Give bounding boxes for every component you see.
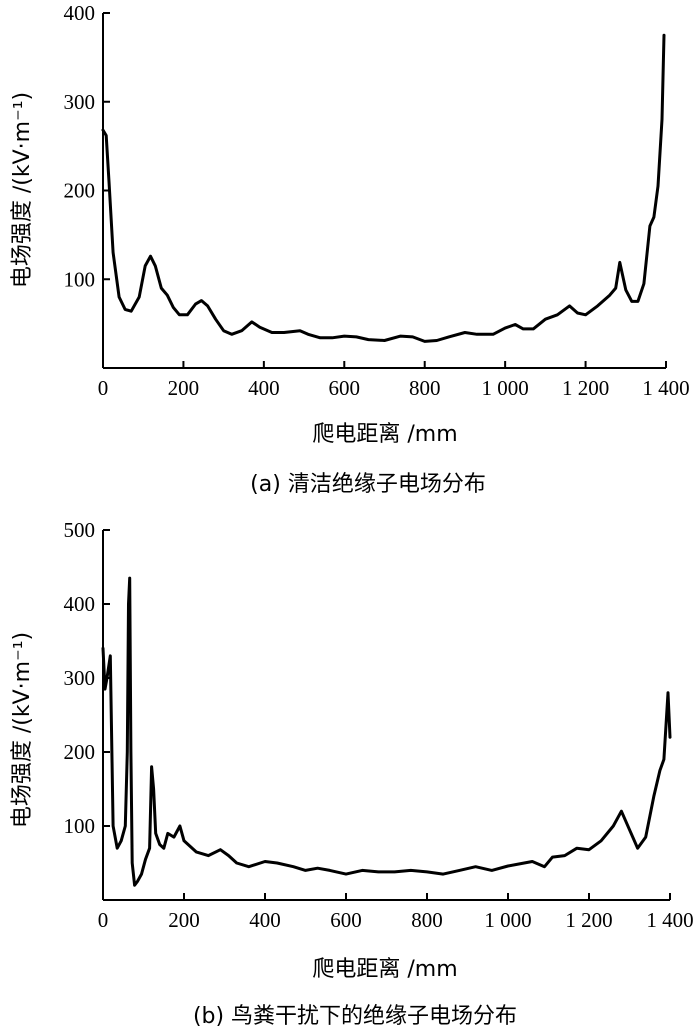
chart-b-y-tick-label: 100 <box>64 814 96 838</box>
chart-b-y-tick-label: 200 <box>64 740 96 764</box>
chart-b-y-tick-label: 400 <box>64 592 96 616</box>
chart-b: 0 200 400 600 800 1 000 1 200 1 400 100 200 300 40… <box>10 518 694 1029</box>
chart-a-series-line <box>101 33 666 343</box>
chart-a-y-tick-label: 400 <box>64 1 96 25</box>
chart-b-x-tick-label: 1 400 <box>646 908 693 932</box>
chart-b-x-label: 爬电距离 /mm <box>312 957 457 982</box>
chart-a-y-tick-label: 300 <box>64 90 96 114</box>
chart-b-x-tick-label: 1 000 <box>484 908 531 932</box>
chart-a-y-label: 电场强度 /(kV·m⁻¹) <box>10 92 35 288</box>
chart-a-x-tick-label: 800 <box>409 376 441 400</box>
chart-b-x-tick-label: 1 200 <box>565 908 612 932</box>
chart-b-caption: (b) 鸟粪干扰下的绝缘子电场分布 <box>193 1004 517 1029</box>
chart-b-x-tick-label: 600 <box>330 908 362 932</box>
chart-a-x-tick-label: 1 000 <box>482 376 529 400</box>
chart-b-x-tick-label: 0 <box>98 908 109 932</box>
chart-a-y-tick-label: 100 <box>64 267 96 291</box>
chart-b-x-tick-label: 400 <box>249 908 281 932</box>
chart-a-x-tick-label: 400 <box>248 376 280 400</box>
chart-a-caption: (a) 清洁绝缘子电场分布 <box>250 472 486 497</box>
chart-b-x-tick-label: 800 <box>411 908 443 932</box>
chart-b-x-tick-label: 200 <box>168 908 200 932</box>
chart-b-y-tick-label: 300 <box>64 666 96 690</box>
chart-a-y-tick-label: 200 <box>64 179 96 203</box>
chart-a-x-label: 爬电距离 /mm <box>312 422 457 447</box>
chart-b-y-label: 电场强度 /(kV·m⁻¹) <box>10 632 35 828</box>
chart-b-y-tick-label: 500 <box>64 518 96 542</box>
chart-a-x-tick-label: 1 400 <box>642 376 689 400</box>
chart-a-x-tick-label: 1 200 <box>562 376 609 400</box>
chart-a: 0 200 400 600 800 1 000 1 200 1 400 100 200 300 40… <box>10 1 690 497</box>
chart-a-x-tick-label: 200 <box>168 376 200 400</box>
chart-a-x-tick-label: 600 <box>329 376 361 400</box>
chart-b-series-line <box>101 576 672 887</box>
chart-a-x-tick-label: 0 <box>98 376 109 400</box>
